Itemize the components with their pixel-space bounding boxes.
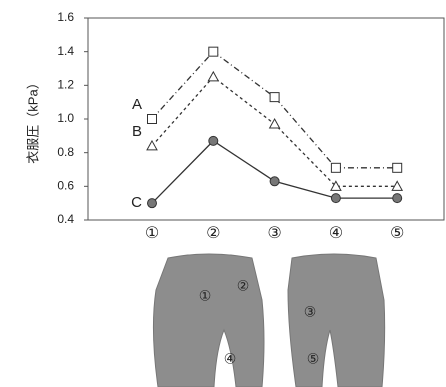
series-line xyxy=(152,52,397,168)
x-tick-label: ① xyxy=(145,225,159,242)
region-label: ② xyxy=(237,278,250,294)
marker xyxy=(148,115,157,124)
region-label: ④ xyxy=(224,351,237,367)
marker xyxy=(270,119,280,128)
x-tick-label: ④ xyxy=(329,225,343,242)
y-tick-label: 1.2 xyxy=(57,78,74,92)
marker xyxy=(209,47,218,56)
marker xyxy=(148,199,157,208)
marker xyxy=(270,93,279,102)
marker xyxy=(393,194,402,203)
marker xyxy=(331,194,340,203)
y-tick-label: 1.4 xyxy=(57,44,74,58)
marker xyxy=(209,136,218,145)
region-label: ③ xyxy=(304,304,317,320)
region-label: ① xyxy=(199,288,212,304)
y-tick-label: 1.0 xyxy=(57,111,74,125)
x-tick-label: ③ xyxy=(267,225,281,242)
plot-frame xyxy=(88,18,444,220)
y-tick-label: 0.8 xyxy=(57,145,74,159)
marker xyxy=(208,72,218,81)
marker xyxy=(393,163,402,172)
shorts-front xyxy=(153,254,264,387)
y-tick-label: 1.6 xyxy=(57,10,74,24)
marker xyxy=(331,163,340,172)
series-label: B xyxy=(132,123,142,140)
y-tick-label: 0.6 xyxy=(57,179,74,193)
series-label: A xyxy=(132,96,142,113)
shorts-back xyxy=(288,254,385,387)
series-label: C xyxy=(131,194,142,211)
y-tick-label: 0.4 xyxy=(57,212,74,226)
marker xyxy=(147,141,157,150)
x-tick-label: ⑤ xyxy=(390,225,404,242)
region-label: ⑤ xyxy=(307,351,320,367)
figure: 衣服圧（kPa） ① ② ④ ③ ⑤ 0.4 0.6 0.8 1.0 1.2 1.4 1.6… xyxy=(0,0,446,387)
y-axis-label: 衣服圧（kPa） xyxy=(25,76,40,163)
series-line xyxy=(152,141,397,203)
illustration: ① ② ④ ③ ⑤ xyxy=(153,254,384,387)
x-tick-label: ② xyxy=(206,225,220,242)
marker xyxy=(270,177,279,186)
